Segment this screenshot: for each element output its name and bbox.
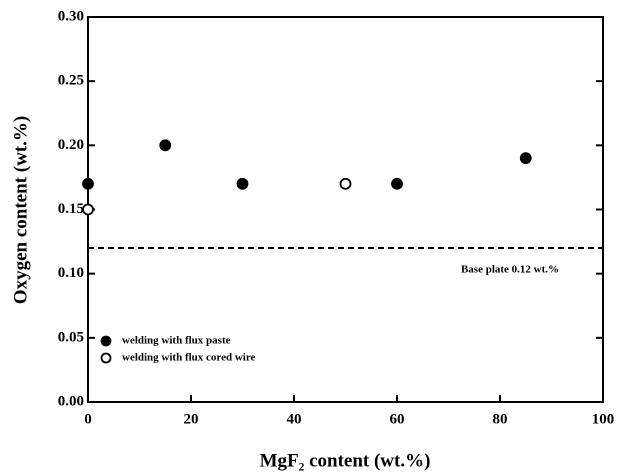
point <box>159 139 172 152</box>
point <box>519 152 532 165</box>
point <box>339 177 352 190</box>
x-tick-label: 40 <box>287 411 302 427</box>
point <box>82 203 94 216</box>
y-tick-label: 0.25 <box>58 73 84 89</box>
x-tick-label: 60 <box>390 411 405 427</box>
x-axis-title: MgF₂ content (wt.%) <box>260 450 431 471</box>
y-tick-label: 0.15 <box>58 201 84 217</box>
legend-text: welding with flux cored wire <box>122 352 256 364</box>
legend-marker <box>100 352 112 364</box>
x-tick-label: 80 <box>493 411 508 427</box>
y-tick-label: 0.20 <box>58 137 84 153</box>
reference-label: Base plate 0.12 wt.% <box>461 264 559 276</box>
point <box>236 177 249 190</box>
x-tick-label: 0 <box>84 411 92 427</box>
x-tick-label: 20 <box>184 411 199 427</box>
x-tick-label: 100 <box>592 411 615 427</box>
point <box>391 177 403 190</box>
y-tick-label: 0.05 <box>58 329 84 345</box>
y-axis-title: Oxygen content (wt.%) <box>10 116 31 304</box>
y-tick-label: 0.00 <box>58 393 84 409</box>
point <box>82 177 94 190</box>
legend-text: welding with flux paste <box>122 335 231 347</box>
y-tick-label: 0.30 <box>58 8 84 24</box>
legend-marker <box>100 335 112 347</box>
y-tick-label: 0.10 <box>58 265 84 281</box>
